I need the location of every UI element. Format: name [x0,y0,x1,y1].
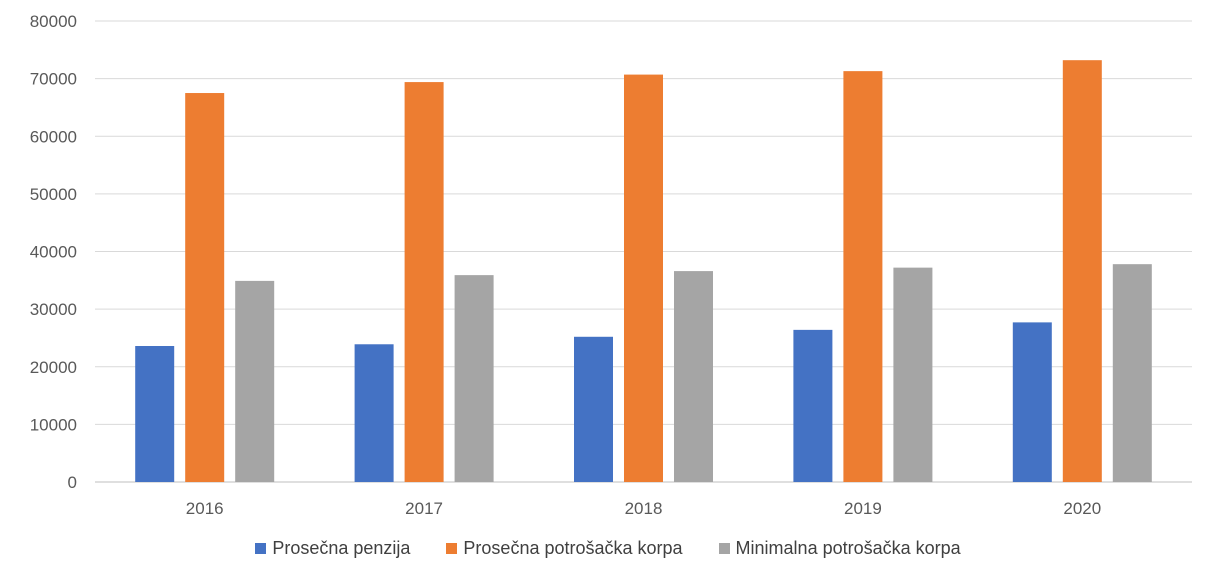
bar [235,281,274,482]
legend: Prosečna penzija Prosečna potrošačka kor… [0,538,1216,559]
x-tick-label: 2016 [186,499,224,518]
y-tick-label: 80000 [30,12,77,31]
y-tick-label: 50000 [30,185,77,204]
bar [355,344,394,482]
y-tick-label: 70000 [30,70,77,89]
y-tick-label: 30000 [30,300,77,319]
x-axis-ticks: 2016 2017 2018 2019 2020 [186,499,1101,518]
legend-swatch [446,543,457,554]
y-tick-label: 10000 [30,415,77,434]
x-tick-label: 2017 [405,499,443,518]
legend-item-prosecna-penzija: Prosečna penzija [255,538,410,559]
legend-label: Prosečna potrošačka korpa [463,538,682,559]
legend-label: Minimalna potrošačka korpa [736,538,961,559]
x-tick-label: 2018 [625,499,663,518]
x-tick-label: 2020 [1063,499,1101,518]
y-tick-label: 0 [68,473,77,492]
bar [135,346,174,482]
bar [843,71,882,482]
bar [1113,264,1152,482]
bar [455,275,494,482]
bar [624,75,663,482]
y-axis-ticks: 0 10000 20000 30000 40000 50000 60000 70000 8000… [30,12,77,492]
bar-chart: 0 10000 20000 30000 40000 50000 60000 70000 8000… [0,0,1216,530]
bar [574,337,613,482]
bar [793,330,832,482]
bars [135,60,1152,482]
bar [1063,60,1102,482]
x-tick-label: 2019 [844,499,882,518]
legend-swatch [719,543,730,554]
bar [1013,322,1052,482]
bar [674,271,713,482]
legend-item-prosecna-potrosacka-korpa: Prosečna potrošačka korpa [446,538,682,559]
legend-swatch [255,543,266,554]
y-tick-label: 20000 [30,358,77,377]
legend-item-minimalna-potrosacka-korpa: Minimalna potrošačka korpa [719,538,961,559]
bar [185,93,224,482]
y-tick-label: 40000 [30,243,77,262]
bar [405,82,444,482]
bar [893,268,932,482]
legend-label: Prosečna penzija [272,538,410,559]
y-tick-label: 60000 [30,127,77,146]
